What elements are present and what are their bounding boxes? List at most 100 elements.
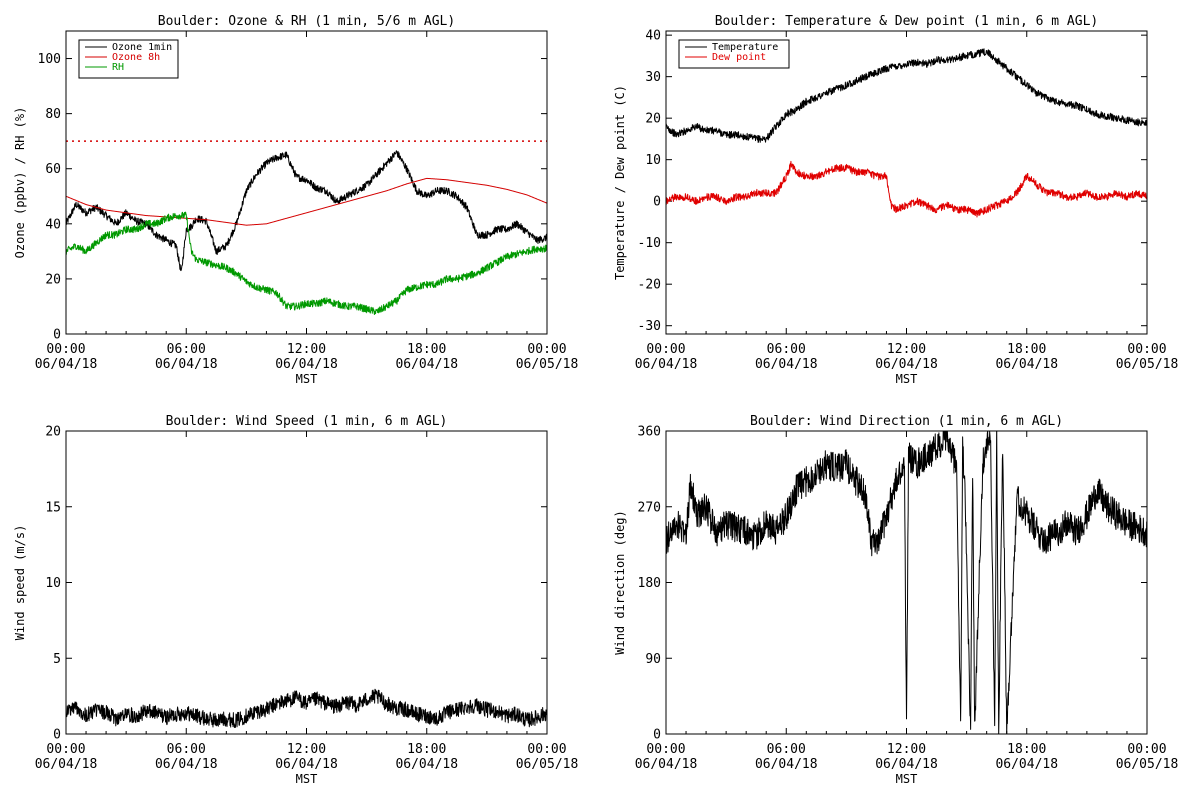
- x-tick-label-time: 00:00: [527, 742, 566, 757]
- y-axis-label: Wind direction (deg): [613, 510, 627, 655]
- y-tick-label: -10: [638, 236, 661, 251]
- x-tick-label-time: 06:00: [167, 742, 206, 757]
- x-tick-label-time: 18:00: [1007, 742, 1046, 757]
- x-tick-label-date: 06/04/18: [635, 357, 698, 372]
- ozone-rh-panel: Boulder: Ozone & RH (1 min, 5/6 m AGL)00…: [13, 14, 578, 386]
- x-axis-label: MST: [896, 772, 918, 786]
- y-tick-label: 30: [645, 70, 661, 85]
- data-series-line: [666, 431, 1147, 734]
- x-tick-label-date: 06/04/18: [395, 357, 458, 372]
- x-tick-label-date: 06/05/18: [1116, 757, 1179, 772]
- x-tick-label-date: 06/04/18: [35, 757, 98, 772]
- x-tick-label-date: 06/04/18: [755, 357, 818, 372]
- temperature-series-line: [666, 48, 1147, 144]
- x-axis-label: MST: [296, 772, 318, 786]
- x-tick-label-time: 18:00: [407, 742, 446, 757]
- plot-frame: [665, 430, 1148, 735]
- ozone-1min-series-line: [66, 150, 547, 272]
- x-tick-label-date: 06/04/18: [995, 757, 1058, 772]
- x-tick-label-date: 06/04/18: [875, 357, 938, 372]
- x-tick-label-date: 06/04/18: [275, 757, 338, 772]
- y-tick-label: 270: [638, 500, 661, 515]
- x-tick-label-date: 06/04/18: [395, 757, 458, 772]
- x-tick-label-date: 06/04/18: [155, 757, 218, 772]
- y-tick-label: -20: [638, 278, 661, 293]
- y-tick-label: 180: [638, 576, 661, 591]
- x-tick-label-date: 06/05/18: [1116, 357, 1179, 372]
- x-tick-label-time: 00:00: [646, 742, 685, 757]
- x-tick-label-date: 06/05/18: [516, 757, 579, 772]
- legend-entry: RH: [112, 62, 124, 73]
- x-tick-label-date: 06/04/18: [275, 357, 338, 372]
- x-tick-label-time: 12:00: [287, 342, 326, 357]
- y-tick-label: 5: [53, 652, 61, 667]
- x-tick-label-time: 12:00: [887, 342, 926, 357]
- y-axis-label: Temperature / Dew point (C): [613, 85, 627, 280]
- data-series-line: [66, 688, 547, 728]
- x-tick-label-time: 06:00: [767, 742, 806, 757]
- plot-frame: [65, 30, 548, 335]
- legend-entry: Ozone 8h: [112, 52, 160, 63]
- legend-box: [678, 39, 790, 69]
- y-tick-label: 0: [53, 328, 61, 343]
- legend-entry: Temperature: [712, 42, 778, 53]
- x-tick-label-date: 06/04/18: [35, 357, 98, 372]
- x-tick-label-time: 18:00: [1007, 342, 1046, 357]
- legend-entry: Ozone 1min: [112, 42, 172, 53]
- x-axis-label: MST: [296, 372, 318, 386]
- x-tick-label-time: 06:00: [167, 342, 206, 357]
- dew-point-series-line: [666, 160, 1147, 218]
- chart-title: Boulder: Temperature & Dew point (1 min,…: [715, 14, 1099, 29]
- x-tick-label-time: 00:00: [1127, 342, 1166, 357]
- y-tick-label: 10: [45, 576, 61, 591]
- y-tick-label: 20: [45, 272, 61, 287]
- y-tick-label: 60: [45, 162, 61, 177]
- y-tick-label: 40: [645, 29, 661, 44]
- wind-direction-panel: Boulder: Wind Direction (1 min, 6 m AGL)…: [613, 414, 1178, 786]
- x-tick-label-date: 06/04/18: [635, 757, 698, 772]
- x-tick-label-time: 00:00: [527, 342, 566, 357]
- y-tick-label: 100: [38, 52, 61, 67]
- temperature-dewpoint-panel: Boulder: Temperature & Dew point (1 min,…: [613, 14, 1178, 386]
- x-tick-label-date: 06/05/18: [516, 357, 579, 372]
- x-tick-label-time: 06:00: [767, 342, 806, 357]
- x-tick-label-date: 06/04/18: [995, 357, 1058, 372]
- legend-box: [78, 39, 179, 79]
- y-tick-label: -30: [638, 319, 661, 334]
- ozone-8h-series-line: [66, 177, 547, 226]
- y-tick-label: 20: [645, 112, 661, 127]
- x-tick-label-time: 00:00: [46, 742, 85, 757]
- plot-frame: [665, 30, 1148, 335]
- y-tick-label: 40: [45, 217, 61, 232]
- y-tick-label: 0: [53, 728, 61, 743]
- x-tick-label-time: 00:00: [46, 342, 85, 357]
- y-tick-label: 80: [45, 107, 61, 122]
- y-tick-label: 10: [645, 153, 661, 168]
- y-tick-label: 0: [653, 728, 661, 743]
- wind-speed-panel: Boulder: Wind Speed (1 min, 6 m AGL) 00:0…: [13, 414, 578, 786]
- plot-frame: [65, 430, 548, 735]
- y-tick-label: 0: [653, 195, 661, 210]
- x-tick-label-time: 00:00: [646, 342, 685, 357]
- x-tick-label-time: 00:00: [1127, 742, 1166, 757]
- y-tick-label: 15: [45, 500, 61, 515]
- chart-title: Boulder: Wind Speed (1 min, 6 m AGL): [166, 414, 448, 429]
- rh-series-line: [66, 211, 547, 315]
- x-tick-label-time: 18:00: [407, 342, 446, 357]
- x-tick-label-date: 06/04/18: [755, 757, 818, 772]
- x-tick-label-date: 06/04/18: [155, 357, 218, 372]
- x-tick-label-time: 12:00: [887, 742, 926, 757]
- legend-entry: Dew point: [712, 52, 766, 63]
- y-axis-label: Wind speed (m/s): [13, 525, 27, 641]
- chart-title: Boulder: Wind Direction (1 min, 6 m AGL): [750, 414, 1063, 429]
- x-axis-label: MST: [896, 372, 918, 386]
- y-tick-label: 360: [638, 425, 661, 440]
- y-tick-label: 20: [45, 425, 61, 440]
- y-axis-label: Ozone (ppbv) / RH (%): [13, 107, 27, 259]
- y-tick-label: 90: [645, 652, 661, 667]
- x-tick-label-date: 06/04/18: [875, 757, 938, 772]
- chart-title: Boulder: Ozone & RH (1 min, 5/6 m AGL): [158, 14, 455, 29]
